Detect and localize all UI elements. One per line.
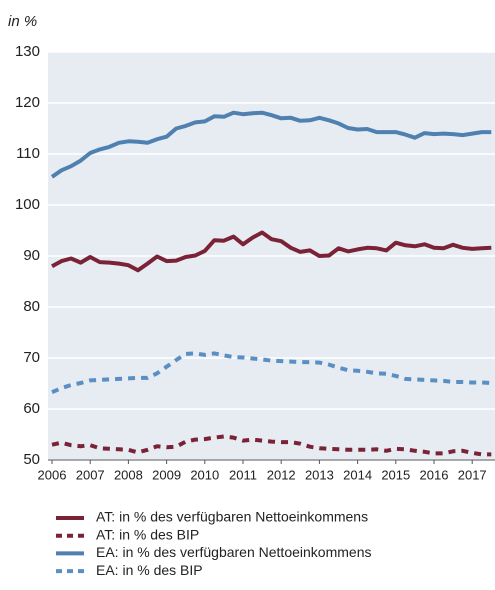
x-tick-label: 2010 <box>190 467 219 482</box>
x-tick-label: 2016 <box>420 467 449 482</box>
x-tick-label: 2008 <box>114 467 143 482</box>
y-axis-label: in % <box>8 13 37 30</box>
x-tick-label: 2014 <box>343 467 372 482</box>
y-tick-label: 110 <box>16 145 40 162</box>
x-tick-label: 2017 <box>458 467 487 482</box>
x-tick-label: 2013 <box>305 467 334 482</box>
y-tick-label: 130 <box>15 43 40 60</box>
series-line <box>51 230 492 273</box>
x-tick-label: 2015 <box>381 467 410 482</box>
x-tick-label: 2006 <box>38 467 67 482</box>
legend-label: AT: in % des verfügbaren Nettoeinkommens <box>96 509 368 525</box>
legend-label: EA: in % des verfügbaren Nettoeinkommens <box>96 544 371 560</box>
y-tick-label: 100 <box>15 196 40 213</box>
y-tick-label: 70 <box>23 349 40 366</box>
x-tick-label: 2011 <box>229 467 257 482</box>
y-tick-label: 120 <box>15 94 40 111</box>
series-line <box>51 434 492 457</box>
legend-label: EA: in % des BIP <box>96 562 203 578</box>
x-tick-label: 2007 <box>76 467 105 482</box>
series-line <box>50 110 492 179</box>
series-line <box>51 351 492 395</box>
y-tick-label: 80 <box>23 298 40 315</box>
legend-label: AT: in % des BIP <box>96 526 199 542</box>
x-tick-label: 2009 <box>152 467 181 482</box>
x-tick-label: 2012 <box>267 467 296 482</box>
y-tick-label: 90 <box>23 247 40 264</box>
y-tick-label: 60 <box>23 400 40 417</box>
y-tick-label: 50 <box>23 451 40 468</box>
